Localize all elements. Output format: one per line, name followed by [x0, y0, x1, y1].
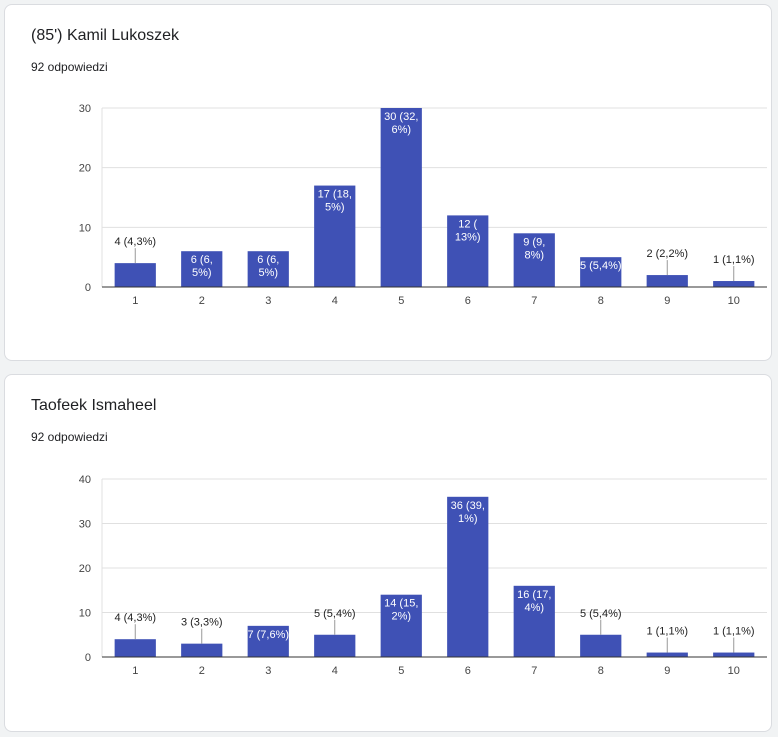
- x-tick-label: 10: [728, 295, 740, 307]
- x-tick-label: 2: [199, 295, 205, 307]
- bar: [247, 251, 289, 287]
- x-tick-label: 9: [664, 295, 670, 307]
- data-label: 2%): [391, 611, 411, 623]
- bar: [580, 257, 622, 287]
- question-card: Taofeek Ismaheel 92 odpowiedzi 0 10 20 30 40…: [4, 374, 772, 732]
- bar: [513, 585, 555, 657]
- x-tick-label: 3: [265, 295, 271, 307]
- x-tick-label: 8: [598, 295, 604, 307]
- data-label: 5 (5,4%): [314, 608, 356, 620]
- data-label: 6 (6,: [257, 254, 279, 266]
- data-label: 5 (5,4%): [580, 608, 622, 620]
- bar: [447, 215, 489, 287]
- x-tick-label: 10: [728, 665, 740, 677]
- x-tick-label: 9: [664, 665, 670, 677]
- bar: [314, 185, 356, 287]
- question-title: Taofeek Ismaheel: [31, 397, 157, 414]
- y-tick-label: 20: [79, 163, 91, 175]
- bar: [646, 652, 688, 657]
- x-tick-label: 7: [531, 295, 537, 307]
- y-tick-label: 10: [79, 222, 91, 234]
- data-label: 1%): [458, 513, 478, 525]
- data-label: 14 (15,: [384, 598, 418, 610]
- y-tick-label: 30: [79, 519, 91, 531]
- data-label: 13%): [455, 231, 481, 243]
- bar: [713, 652, 755, 657]
- y-tick-label: 0: [85, 282, 91, 294]
- bar: [247, 625, 289, 657]
- x-tick-label: 5: [398, 665, 404, 677]
- y-tick-label: 40: [79, 474, 91, 486]
- bar: [513, 233, 555, 287]
- x-tick-label: 5: [398, 295, 404, 307]
- data-label: 1 (1,1%): [713, 254, 755, 266]
- bar-chart: 0 10 20 30 40 1 4 (4,3%) 2 3 (3,3%) 3 7 (7,6%) 4 5 (…: [79, 474, 767, 677]
- x-tick-label: 1: [132, 665, 138, 677]
- data-label: 5%): [192, 267, 212, 279]
- data-label: 4 (4,3%): [114, 612, 156, 624]
- question-title: (85') Kamil Lukoszek: [31, 27, 179, 44]
- data-label: 1 (1,1%): [646, 626, 688, 638]
- data-label: 8%): [524, 249, 544, 261]
- data-label: 17 (18,: [318, 189, 352, 201]
- data-label: 2 (2,2%): [646, 248, 688, 260]
- data-label: 4 (4,3%): [114, 236, 156, 248]
- y-tick-label: 10: [79, 608, 91, 620]
- x-tick-label: 6: [465, 295, 471, 307]
- data-label: 6%): [391, 124, 411, 136]
- data-label: 7 (7,6%): [247, 629, 289, 641]
- response-count: 92 odpowiedzi: [31, 430, 108, 444]
- data-label: 1 (1,1%): [713, 626, 755, 638]
- bar: [646, 275, 688, 287]
- data-label: 4%): [524, 602, 544, 614]
- data-label: 12 (: [458, 218, 477, 230]
- x-tick-label: 4: [332, 295, 338, 307]
- data-label: 16 (17,: [517, 589, 551, 601]
- bar: [380, 594, 422, 657]
- bar: [114, 263, 156, 287]
- data-label: 36 (39,: [451, 500, 485, 512]
- bar: [580, 634, 622, 657]
- x-tick-label: 8: [598, 665, 604, 677]
- data-label: 5 (5,4%): [580, 260, 622, 272]
- y-tick-label: 0: [85, 652, 91, 664]
- x-tick-label: 7: [531, 665, 537, 677]
- data-label: 3 (3,3%): [181, 617, 223, 629]
- data-label: 6 (6,: [191, 254, 213, 266]
- bar: [181, 251, 223, 287]
- x-tick-label: 2: [199, 665, 205, 677]
- bar: [380, 108, 422, 287]
- bar: [181, 643, 223, 657]
- x-tick-label: 1: [132, 295, 138, 307]
- y-tick-label: 20: [79, 563, 91, 575]
- data-label: 5%): [325, 202, 345, 214]
- x-tick-label: 4: [332, 665, 338, 677]
- x-tick-label: 6: [465, 665, 471, 677]
- bar: [314, 634, 356, 657]
- question-card: (85') Kamil Lukoszek 92 odpowiedzi 0 10 20…: [4, 4, 772, 361]
- bar: [114, 639, 156, 657]
- bar: [447, 496, 489, 657]
- x-tick-label: 3: [265, 665, 271, 677]
- response-count: 92 odpowiedzi: [31, 60, 108, 74]
- data-label: 5%): [258, 267, 278, 279]
- y-tick-label: 30: [79, 103, 91, 115]
- data-label: 9 (9,: [523, 236, 545, 248]
- bar: [713, 281, 755, 287]
- data-label: 30 (32,: [384, 111, 418, 123]
